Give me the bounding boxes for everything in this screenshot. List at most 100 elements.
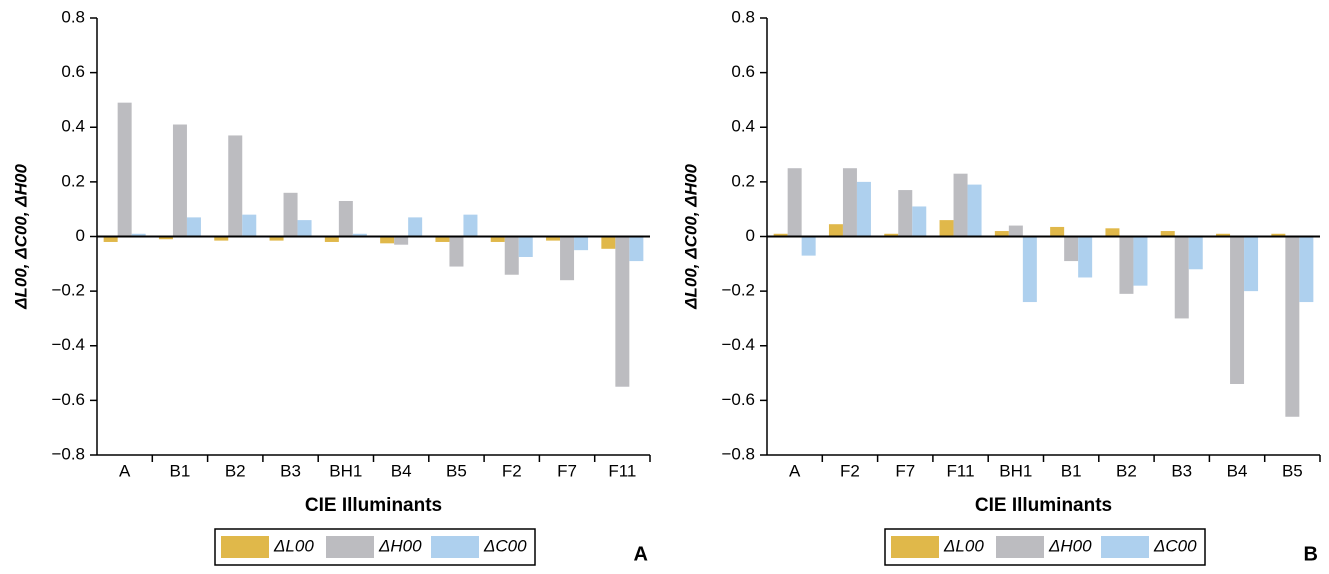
bar <box>1105 228 1120 237</box>
y-tick-label: 0.4 <box>731 117 755 136</box>
y-tick-label: 0 <box>746 226 755 245</box>
bar <box>1119 236 1134 294</box>
bar <box>504 236 519 275</box>
y-tick-label: −0.6 <box>51 390 85 409</box>
bar <box>269 236 284 241</box>
bar <box>1188 236 1203 270</box>
x-tick-label: B4 <box>1227 461 1248 480</box>
bar <box>1299 236 1314 303</box>
legend-box <box>884 528 1206 566</box>
x-tick-label: A <box>789 461 801 480</box>
x-tick-label: B5 <box>446 461 467 480</box>
bar <box>186 217 201 237</box>
y-tick-label: 0 <box>76 226 85 245</box>
bar <box>1271 233 1286 237</box>
x-tick-label: F11 <box>608 461 636 480</box>
x-tick-label: B2 <box>225 461 246 480</box>
bar <box>912 206 927 237</box>
legend-swatch <box>996 536 1044 558</box>
bar <box>463 214 478 237</box>
y-tick-label: −0.8 <box>721 444 755 463</box>
legend-label: ΔH00 <box>1048 536 1092 555</box>
x-tick-label: B5 <box>1282 461 1303 480</box>
legend-label: ΔH00 <box>378 536 422 555</box>
y-tick-label: −0.4 <box>51 335 85 354</box>
bar <box>1174 236 1189 319</box>
legend-label: ΔC00 <box>483 536 527 555</box>
legend-swatch <box>326 536 374 558</box>
y-axis-title: ΔL00, ΔC00, ΔH00 <box>11 164 30 310</box>
bar <box>408 217 423 237</box>
bar <box>787 168 802 237</box>
bar <box>518 236 533 257</box>
y-tick-label: −0.6 <box>721 390 755 409</box>
x-tick-label: F2 <box>502 461 522 480</box>
bar <box>828 224 843 237</box>
bar <box>1078 236 1093 278</box>
bar <box>324 236 339 242</box>
bar <box>574 236 589 251</box>
x-tick-label: F7 <box>557 461 577 480</box>
legend-swatch <box>431 536 479 558</box>
bar <box>242 214 257 237</box>
bar <box>842 168 857 237</box>
legend-swatch <box>891 536 939 558</box>
x-tick-label: F2 <box>840 461 860 480</box>
x-tick-label: BH1 <box>329 461 362 480</box>
bar <box>1230 236 1245 384</box>
y-tick-label: −0.2 <box>721 281 755 300</box>
legend-swatch <box>221 536 269 558</box>
bar <box>449 236 464 267</box>
bar <box>939 220 954 237</box>
bar <box>1008 225 1023 237</box>
bar <box>380 236 395 244</box>
bar <box>629 236 644 262</box>
x-axis-title: CIE Illuminants <box>305 495 442 516</box>
bar <box>172 124 187 237</box>
x-tick-label: B1 <box>170 461 191 480</box>
bar <box>214 236 229 241</box>
x-tick-label: A <box>119 461 131 480</box>
y-axis-title: ΔL00, ΔC00, ΔH00 <box>681 164 700 310</box>
x-tick-label: F7 <box>895 461 915 480</box>
bar <box>117 102 132 237</box>
bar <box>1133 236 1148 286</box>
bar <box>953 173 968 237</box>
bar <box>490 236 505 242</box>
bar <box>856 181 871 237</box>
chart-panel: −0.8 −0.6 −0.4 −0.2 0 0.2 0.4 0.6 0.8 A B1 B2 B3 BH1 B… <box>11 7 651 566</box>
bar <box>338 200 353 237</box>
bar <box>1285 236 1300 417</box>
panel-label: A <box>634 543 648 565</box>
bar <box>1216 233 1231 237</box>
bar <box>352 233 367 237</box>
y-tick-label: −0.4 <box>721 335 755 354</box>
y-tick-label: 0.6 <box>61 62 85 81</box>
x-axis-title: CIE Illuminants <box>975 495 1112 516</box>
legend-label: ΔC00 <box>1153 536 1197 555</box>
y-tick-label: 0.8 <box>731 7 755 26</box>
x-tick-label: B1 <box>1061 461 1082 480</box>
bar <box>994 231 1009 237</box>
bar <box>801 236 816 256</box>
legend-label: ΔL00 <box>273 536 314 555</box>
y-tick-label: −0.2 <box>51 281 85 300</box>
bar <box>967 184 982 237</box>
bar <box>394 236 409 245</box>
bar <box>1050 226 1065 237</box>
bar <box>297 220 312 237</box>
bar <box>1064 236 1079 262</box>
bar <box>1160 231 1175 237</box>
bar <box>601 236 616 249</box>
y-tick-label: 0.2 <box>61 171 85 190</box>
legend-swatch <box>1101 536 1149 558</box>
bar <box>103 236 118 242</box>
bar <box>546 236 561 241</box>
legend-label: ΔL00 <box>943 536 984 555</box>
chart-panel: −0.8 −0.6 −0.4 −0.2 0 0.2 0.4 0.6 0.8 A F2 F7 F11 BH1… <box>681 7 1321 566</box>
x-tick-label: BH1 <box>999 461 1032 480</box>
bar <box>615 236 630 387</box>
bar <box>1022 236 1037 303</box>
bar <box>435 236 450 242</box>
